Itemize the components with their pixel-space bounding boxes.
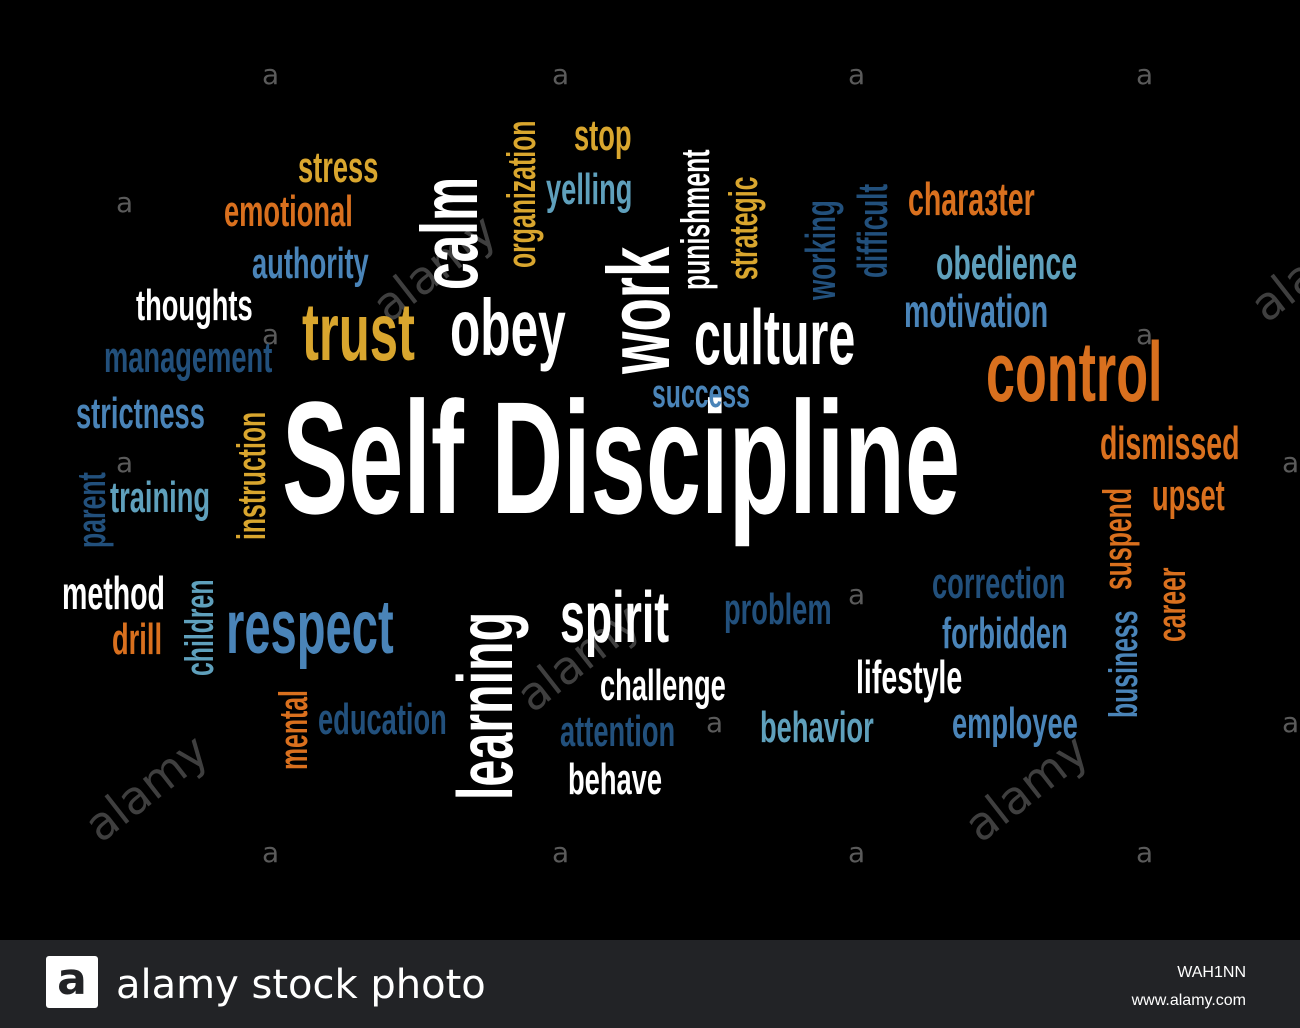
word: attention — [560, 707, 676, 756]
word: respect — [226, 585, 394, 670]
watermark-letter: a — [848, 836, 866, 869]
word: punishment — [674, 149, 718, 290]
word: trust — [302, 287, 415, 378]
word: calm — [405, 176, 494, 290]
word: dismissed — [1100, 417, 1240, 469]
word: forbidden — [942, 609, 1068, 658]
watermark-letter: a — [116, 446, 134, 479]
word: training — [110, 473, 211, 522]
word: spirit — [560, 578, 670, 658]
word: business — [1102, 610, 1146, 718]
site-url: www.alamy.com — [1131, 992, 1246, 1009]
watermark-letter: a — [848, 58, 866, 91]
word: challenge — [600, 661, 726, 710]
watermark-letter: a — [706, 706, 724, 739]
word: children — [178, 579, 222, 676]
word: drill — [112, 615, 163, 664]
watermark-letter: a — [262, 318, 280, 351]
word: lifestyle — [856, 651, 963, 703]
word: thoughts — [136, 281, 253, 330]
word: yelling — [546, 165, 633, 214]
word: stop — [574, 111, 632, 160]
word: working — [797, 200, 844, 300]
word: problem — [724, 585, 832, 634]
word: obedience — [936, 237, 1078, 289]
word: behave — [568, 755, 663, 804]
watermark-letter: a — [1136, 318, 1154, 351]
word: instruction — [230, 411, 274, 540]
word: upset — [1152, 471, 1225, 520]
watermark-letter: a — [848, 578, 866, 611]
brand-name: alamy stock photo — [116, 962, 486, 1008]
word: suspend — [1096, 488, 1140, 590]
word: stress — [298, 143, 379, 192]
word: education — [318, 695, 447, 744]
watermark-letter: a — [1136, 58, 1154, 91]
word: organization — [500, 120, 544, 268]
word: charaзter — [908, 173, 1035, 225]
watermark-letter: a — [262, 58, 280, 91]
word: strategic — [722, 176, 766, 280]
watermark-letter: a — [1282, 446, 1300, 479]
word: method — [62, 567, 165, 619]
word: obey — [450, 283, 566, 372]
word: career — [1150, 567, 1194, 642]
image-id: WAH1NN — [1177, 964, 1246, 981]
watermark-logo: alamy — [1240, 203, 1300, 333]
word: behavior — [760, 703, 874, 752]
word: learning — [441, 611, 529, 800]
word-cloud: a a a a a a a a a a a a a a a a alamy al… — [62, 58, 1300, 869]
watermark-letter: a — [1282, 706, 1300, 739]
word: strictness — [76, 389, 205, 438]
watermark-logo: alamy — [74, 723, 219, 853]
watermark-letter: a — [116, 186, 134, 219]
word: correction — [932, 559, 1066, 608]
word: emotional — [224, 187, 353, 236]
word: mental — [272, 690, 316, 770]
watermark-letter: a — [552, 836, 570, 869]
word: employee — [952, 699, 1078, 748]
word: success — [652, 372, 750, 416]
word: motivation — [904, 285, 1049, 337]
word: culture — [694, 293, 856, 381]
word: parent — [70, 472, 114, 548]
watermark-letter: a — [1136, 836, 1154, 869]
footer-bar: a alamy stock photo WAH1NN www.alamy.com — [0, 940, 1300, 1028]
alamy-logo-icon: a — [46, 956, 98, 1008]
word: control — [986, 325, 1163, 419]
watermark-letter: a — [552, 58, 570, 91]
word-main: Self Discipline — [282, 368, 961, 547]
word: management — [104, 333, 273, 382]
word: authority — [252, 239, 369, 288]
word: difficult — [849, 183, 896, 278]
watermark-letter: a — [262, 836, 280, 869]
word: work — [589, 246, 688, 374]
